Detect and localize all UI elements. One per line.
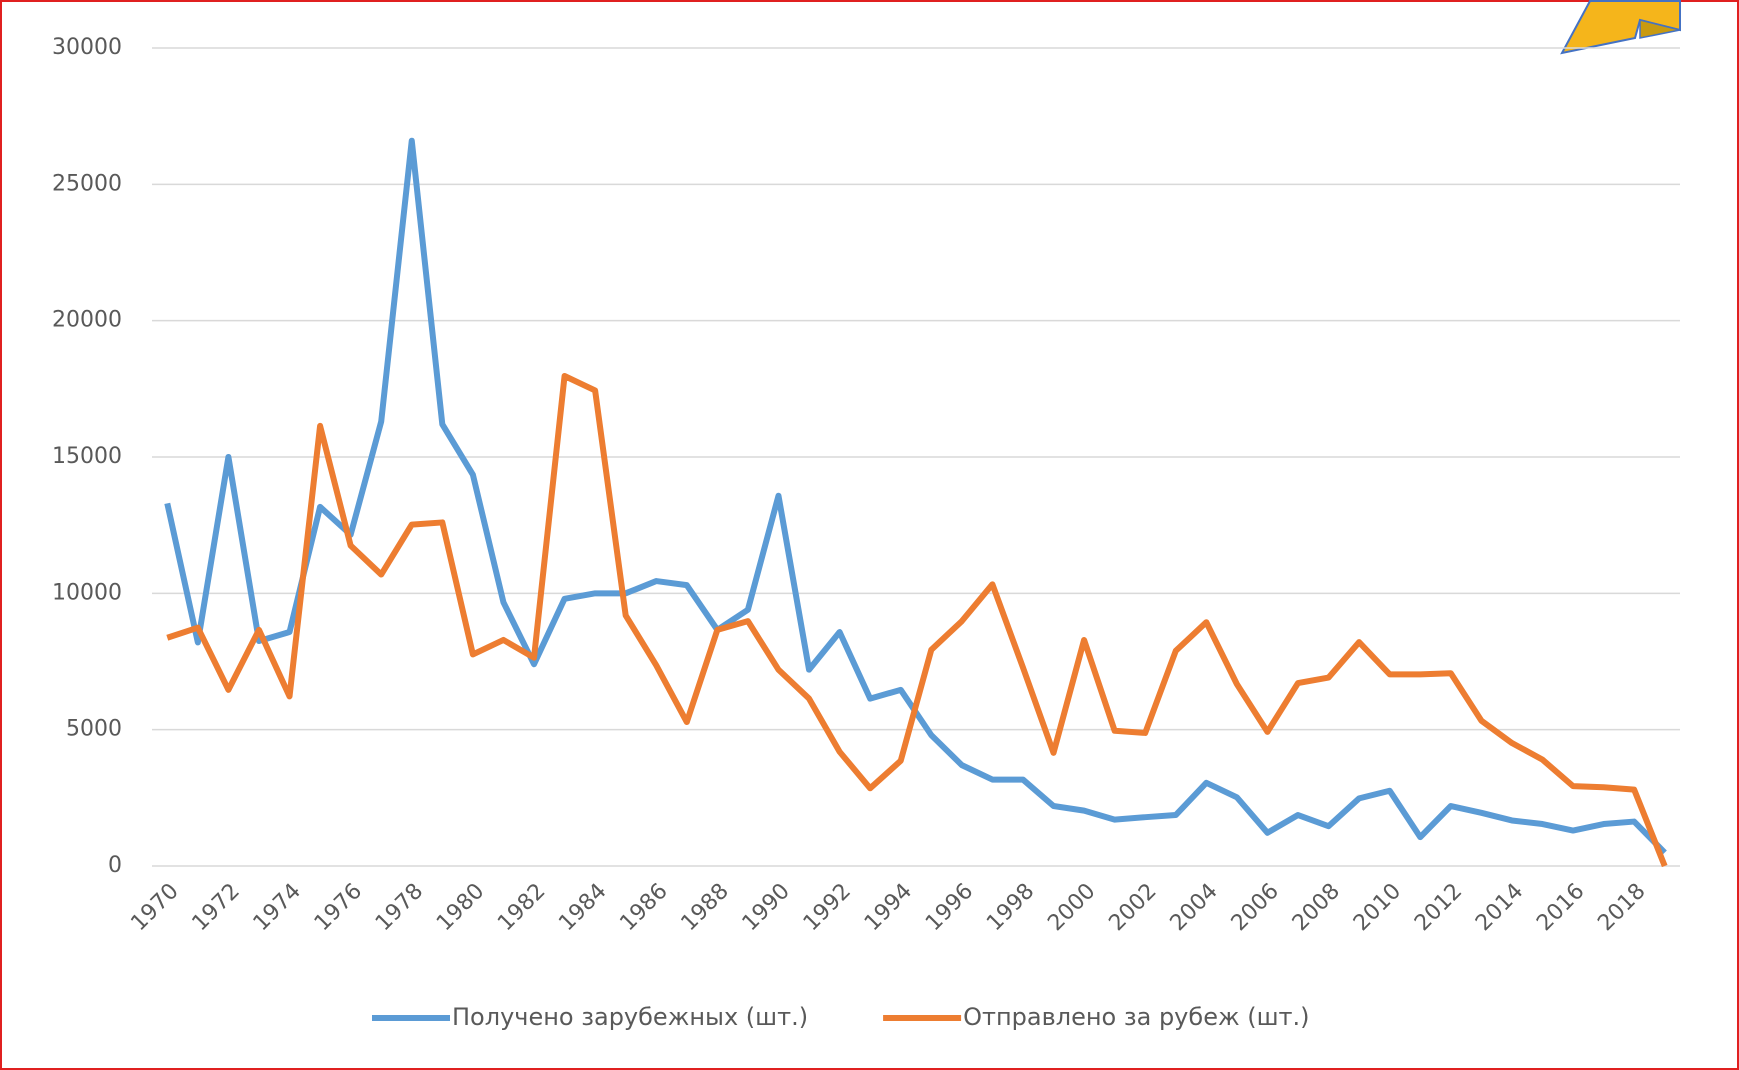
y-tick-label: 10000 (52, 580, 122, 605)
y-tick-label: 20000 (52, 308, 122, 333)
arrow-decoration-shade (1639, 19, 1681, 39)
y-tick-label: 30000 (52, 35, 122, 60)
series-line (166, 373, 1668, 868)
y-tick-label: 5000 (66, 717, 122, 742)
y-tick-label: 15000 (52, 444, 122, 469)
legend-label: Отправлено за рубеж (шт.) (963, 1003, 1309, 1031)
y-tick-label: 25000 (52, 171, 122, 196)
y-tick-label: 0 (108, 853, 122, 878)
legend-label: Получено зарубежных (шт.) (452, 1003, 808, 1031)
